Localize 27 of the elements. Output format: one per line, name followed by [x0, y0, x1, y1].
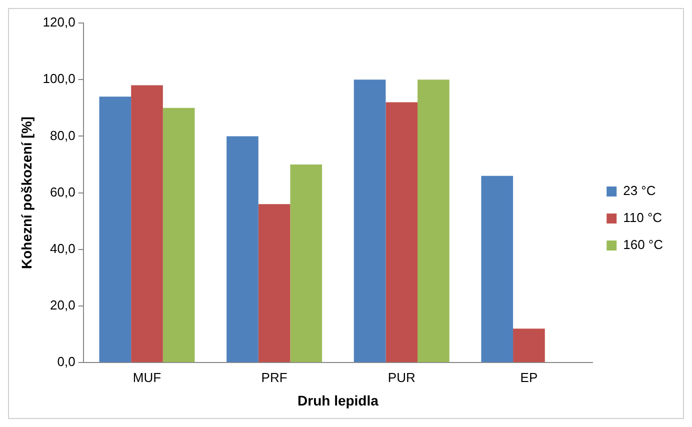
bar [131, 85, 163, 362]
y-tick-label: 60,0 [50, 184, 76, 200]
x-axis-title: Druh lepidla [298, 392, 379, 408]
legend-label: 160 °C [623, 237, 663, 252]
bar [386, 102, 418, 362]
y-tick-label: 0,0 [57, 354, 76, 370]
y-tick-label: 80,0 [50, 128, 76, 143]
x-tick-label: EP [520, 370, 538, 385]
y-tick-label: 20,0 [50, 298, 76, 313]
x-tick-label: MUF [132, 370, 162, 385]
bar [258, 204, 290, 362]
y-tick-label: 120,0 [42, 14, 76, 30]
x-tick-label: PRF [261, 370, 288, 385]
bar [162, 108, 195, 362]
legend-label: 23 °C [623, 183, 656, 198]
x-tick-label: PUR [388, 370, 416, 385]
bar [226, 136, 258, 362]
y-axis-title: Kohezní poškození [%] [18, 116, 34, 270]
bar [481, 176, 514, 362]
bar [290, 164, 322, 362]
bar [418, 80, 450, 362]
y-tick-label: 100,0 [42, 71, 76, 86]
bar [99, 96, 132, 362]
y-tick-label: 40,0 [50, 240, 76, 256]
legend-label: 110 °C [623, 210, 662, 226]
bar [513, 328, 545, 362]
bar [354, 80, 386, 362]
